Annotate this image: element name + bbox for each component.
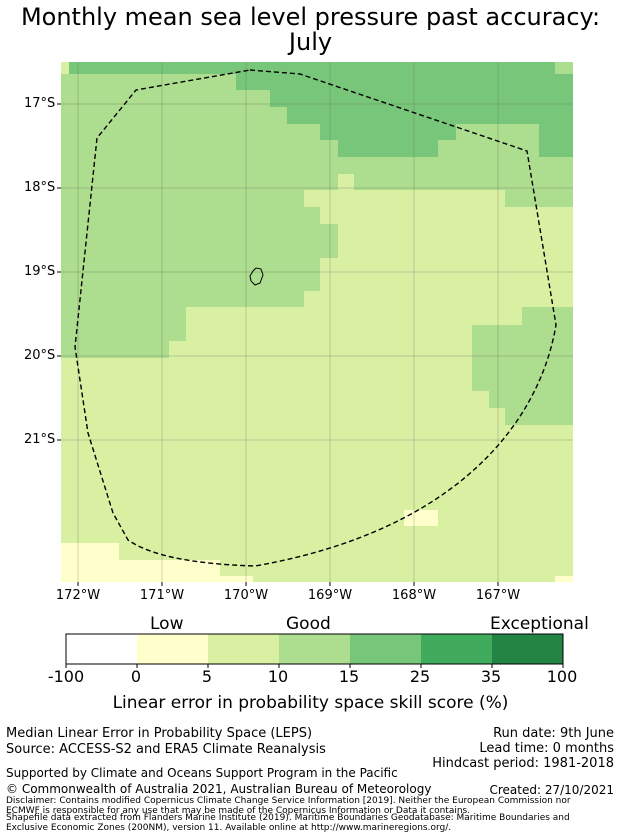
lon-label-168w: 168°W (391, 588, 437, 603)
chart-title-line1: Monthly mean sea level pressure past acc… (20, 3, 601, 31)
colorbar-segment (66, 634, 137, 664)
footer-shapefile-1: Shapefile data extracted from Flanders M… (6, 813, 570, 823)
lon-label-169w: 169°W (307, 588, 353, 603)
footer-created: Created: 27/10/2021 (489, 783, 614, 797)
lon-label-167w: 167°W (475, 588, 521, 603)
map-ticks (57, 103, 499, 586)
colorbar-category-low: Low (150, 614, 184, 634)
footer-shapefile-2: Exclusive Economic Zones (200NM), versio… (6, 823, 452, 833)
footer-copyright: © Commonwealth of Australia 2021, Austra… (6, 782, 432, 796)
lat-label-17s: 17°S (24, 96, 56, 111)
region-verygood-north (69, 62, 573, 157)
colorbar-tick: 15 (338, 667, 360, 686)
footer-lead-time: Lead time: 0 months (479, 741, 614, 756)
region-low-southwest (61, 543, 253, 582)
colorbar-segment (137, 634, 208, 664)
colorbar-tick: 35 (480, 667, 502, 686)
colorbar-category-exceptional: Exceptional (490, 614, 589, 634)
island-outline (249, 267, 264, 286)
map-gridlines (61, 62, 573, 582)
lat-label-19s: 19°S (24, 264, 56, 279)
colorbar-outline (65, 633, 564, 665)
lat-label-18s: 18°S (24, 180, 56, 195)
cell-good-ne (555, 62, 573, 74)
colorbar-tick: 5 (201, 667, 213, 686)
colorbar-tick: 25 (409, 667, 431, 686)
footer-source: Source: ACCESS-S2 and ERA5 Climate Reana… (6, 742, 326, 757)
lon-label-171w: 171°W (139, 588, 185, 603)
colorbar-segment (279, 634, 350, 664)
colorbar-tick: 100 (546, 667, 578, 686)
colorbar-category-good: Good (286, 614, 331, 634)
eez-boundary (74, 69, 557, 567)
footer-support: Supported by Climate and Oceans Support … (6, 766, 398, 780)
colorbar-tick: -100 (47, 667, 85, 686)
region-good-east (472, 307, 573, 425)
lon-label-172w: 172°W (55, 588, 101, 603)
colorbar-title: Linear error in probability space skill … (112, 693, 509, 713)
cell-low-se (555, 576, 573, 582)
colorbar-segment (421, 634, 492, 664)
colorbar-tick: 10 (267, 667, 289, 686)
footer-disclaimer-1: Disclaimer: Contains modified Copernicus… (6, 796, 571, 806)
footer-hindcast: Hindcast period: 1981-2018 (432, 756, 614, 771)
footer-method: Median Linear Error in Probability Space… (6, 726, 313, 741)
footer-run-date: Run date: 9th June (493, 726, 614, 741)
lat-label-21s: 21°S (24, 432, 56, 447)
chart-title-line2: July (288, 28, 333, 56)
lon-label-170w: 170°W (223, 588, 269, 603)
colorbar-segment (208, 634, 279, 664)
colorbar-segment (492, 634, 563, 664)
colorbar (65, 633, 564, 668)
cell-low-south (404, 510, 438, 526)
lat-label-20s: 20°S (24, 348, 56, 363)
footer-disclaimer-2: ECMWF is responsible for any use that ma… (6, 806, 471, 816)
colorbar-segment (350, 634, 421, 664)
colorbar-tick: 0 (130, 667, 142, 686)
